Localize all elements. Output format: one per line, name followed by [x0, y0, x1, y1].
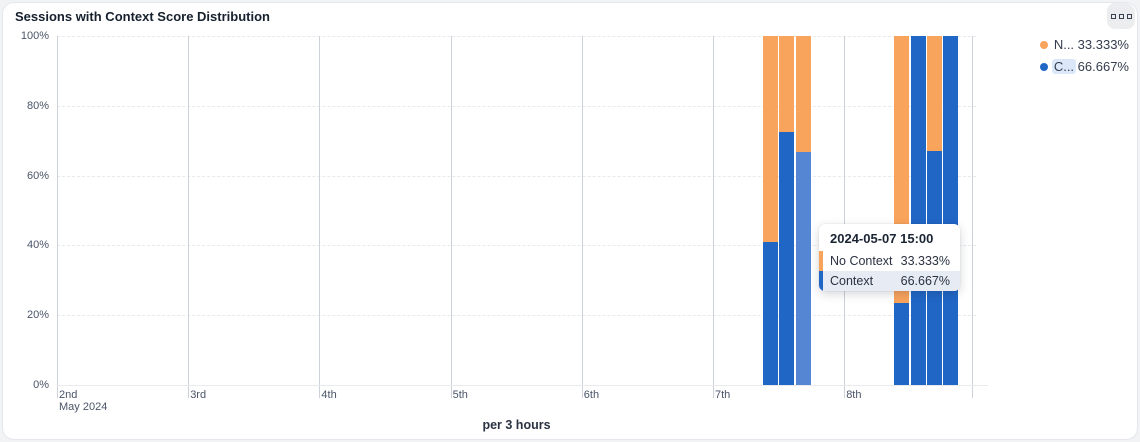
stacked-bar-2024-05-07-09-00[interactable] — [762, 36, 778, 385]
tooltip: 2024-05-07 15:00 No Context 33.333% Cont… — [819, 224, 960, 291]
gridline-horizontal — [57, 315, 976, 317]
tooltip-row-context: Context 66.667% — [819, 271, 960, 291]
bar-segment-no-context[interactable] — [779, 36, 795, 132]
gridline-horizontal — [57, 36, 976, 37]
gridline-vertical — [57, 36, 58, 398]
stacked-bar-2024-05-08-15-00[interactable] — [926, 36, 942, 385]
gridline-vertical — [319, 36, 321, 398]
stacked-bar-2024-05-07-12-00[interactable] — [779, 36, 795, 385]
tooltip-title: 2024-05-07 15:00 — [830, 231, 934, 246]
tooltip-row-label: Context — [830, 274, 874, 288]
x-tick-label: 6th — [583, 389, 600, 401]
gridline-horizontal — [57, 175, 976, 177]
x-tick-label: 7th — [715, 389, 731, 401]
chart-options-button[interactable] — [1107, 3, 1135, 29]
bar-segment-no-context[interactable] — [795, 36, 811, 153]
x-tick-label: 3rd — [190, 389, 207, 401]
legend-value: 33.333% — [1077, 37, 1129, 52]
square-icon — [1126, 13, 1132, 19]
tooltip-row-no-context: No Context 33.333% — [819, 251, 960, 271]
bar-segment-context[interactable] — [910, 36, 926, 385]
bar-segment-no-context[interactable] — [762, 36, 778, 242]
square-icon — [1118, 13, 1124, 19]
tooltip-row-label: No Context — [830, 254, 893, 268]
legend-dot-icon — [1039, 62, 1048, 71]
x-tick-label: 5th — [452, 389, 468, 401]
stacked-bar-2024-05-08-18-00[interactable] — [943, 36, 959, 385]
y-tick-label: 0% — [33, 379, 49, 391]
gridline-vertical — [188, 36, 190, 398]
bar-segment-context[interactable] — [779, 131, 795, 385]
y-tick-label: 20% — [26, 309, 49, 322]
x-tick-label: 4th — [321, 389, 337, 401]
gridline-vertical — [972, 36, 974, 398]
stacked-bar-2024-05-07-15-00[interactable] — [795, 36, 811, 385]
chart-title: Sessions with Context Score Distribution — [15, 9, 270, 24]
gridline-horizontal — [57, 245, 976, 247]
gridline-vertical — [581, 36, 583, 398]
plot-area — [57, 36, 976, 385]
tooltip-row-value: 66.667% — [900, 274, 950, 288]
x-tick-label: 2nd May 2024 — [59, 389, 108, 413]
gridline-vertical — [713, 36, 714, 398]
series-color-strip — [819, 251, 823, 271]
legend-item-no-context[interactable]: N... 33.333% — [1039, 37, 1129, 52]
gridline-vertical — [450, 36, 452, 398]
x-axis-line — [57, 385, 988, 386]
tooltip-row-value: 33.333% — [900, 254, 950, 268]
y-tick-label: 100% — [20, 30, 49, 42]
series-color-strip — [819, 271, 823, 291]
x-axis-title: per 3 hours — [482, 418, 551, 432]
y-tick-label: 60% — [26, 169, 49, 182]
gridline-vertical — [844, 36, 846, 398]
legend-label: N... — [1053, 37, 1075, 52]
y-tick-label: 80% — [26, 99, 49, 112]
legend-value: 66.667% — [1077, 59, 1129, 74]
square-icon — [1110, 13, 1116, 19]
y-tick-label: 40% — [26, 239, 49, 252]
stacked-bar-2024-05-08-12-00[interactable] — [910, 36, 926, 385]
bar-segment-context[interactable] — [894, 303, 910, 385]
bar-segment-context[interactable] — [762, 241, 778, 385]
legend-label: C... — [1051, 59, 1077, 74]
bar-segment-no-context[interactable] — [926, 36, 942, 152]
gridline-horizontal — [57, 105, 976, 107]
bar-segment-context[interactable] — [795, 152, 811, 385]
legend: N... 33.333% C... 66.667% — [1039, 37, 1129, 74]
x-tick-label: 8th — [846, 389, 862, 401]
legend-dot-icon — [1039, 40, 1048, 49]
bar-segment-context[interactable] — [943, 36, 959, 385]
stacked-bar-2024-05-08-09-00[interactable] — [894, 36, 910, 385]
legend-item-context[interactable]: C... 66.667% — [1039, 59, 1129, 74]
